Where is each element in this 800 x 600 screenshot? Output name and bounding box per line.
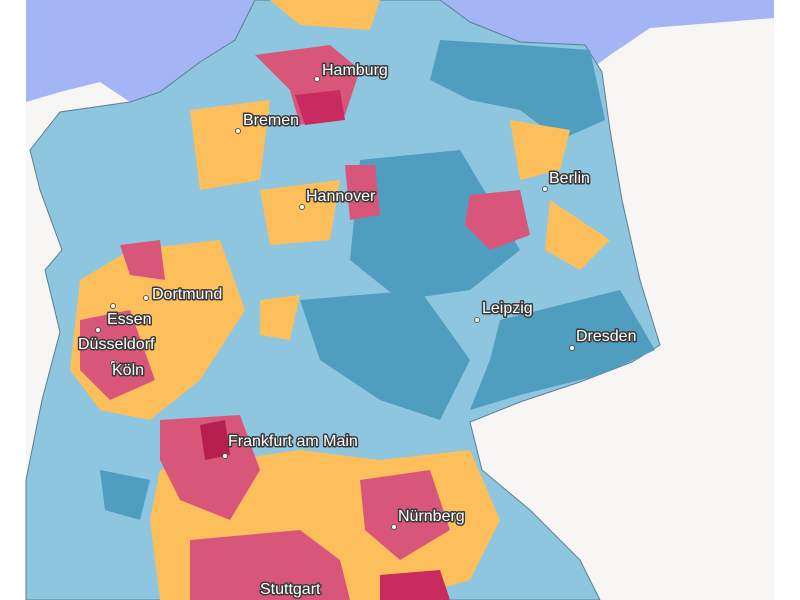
city-label: Stuttgart <box>260 581 321 598</box>
city-dot <box>314 76 320 82</box>
city-labels: Hamburg Bremen Hannover Berlin Dortmund … <box>77 61 638 600</box>
city-dot <box>110 303 116 309</box>
city-label: Frankfurt am Main <box>228 433 358 450</box>
region <box>270 0 380 30</box>
city-dot <box>110 360 116 366</box>
city-label: Hamburg <box>322 62 388 79</box>
region <box>260 295 300 340</box>
region <box>345 165 380 220</box>
region <box>190 530 350 600</box>
city-label: Bremen <box>243 112 299 129</box>
region <box>510 120 570 180</box>
region <box>100 470 150 520</box>
city-label: Essen <box>107 311 151 328</box>
city-label: Leipzig <box>482 300 533 317</box>
city-label: Dortmund <box>152 286 222 303</box>
region <box>160 415 260 520</box>
city-dot <box>222 453 228 459</box>
region <box>200 420 230 460</box>
city-label: Berlin <box>549 170 590 187</box>
city-dot <box>143 295 149 301</box>
region <box>470 290 655 410</box>
city-dot <box>542 186 548 192</box>
city-dot <box>299 204 305 210</box>
city-label: Dresden <box>576 328 636 345</box>
city-markers <box>95 76 575 530</box>
district-patches <box>70 0 655 600</box>
region <box>545 200 610 270</box>
region <box>360 470 450 560</box>
city-label: Nürnberg <box>398 508 465 525</box>
region <box>295 90 345 125</box>
region <box>350 150 520 300</box>
city-label: Hannover <box>306 188 376 205</box>
city-dot <box>391 524 397 530</box>
city-dot <box>569 345 575 351</box>
region <box>430 40 605 140</box>
city-dot <box>95 327 101 333</box>
region <box>190 100 270 190</box>
region <box>380 570 450 600</box>
city-dot <box>474 317 480 323</box>
city-label: Düsseldorf <box>78 336 155 353</box>
region <box>300 290 470 420</box>
region <box>120 240 165 280</box>
city-dot <box>235 128 241 134</box>
city-label: Köln <box>112 362 144 379</box>
region <box>260 180 340 245</box>
region <box>465 190 530 250</box>
